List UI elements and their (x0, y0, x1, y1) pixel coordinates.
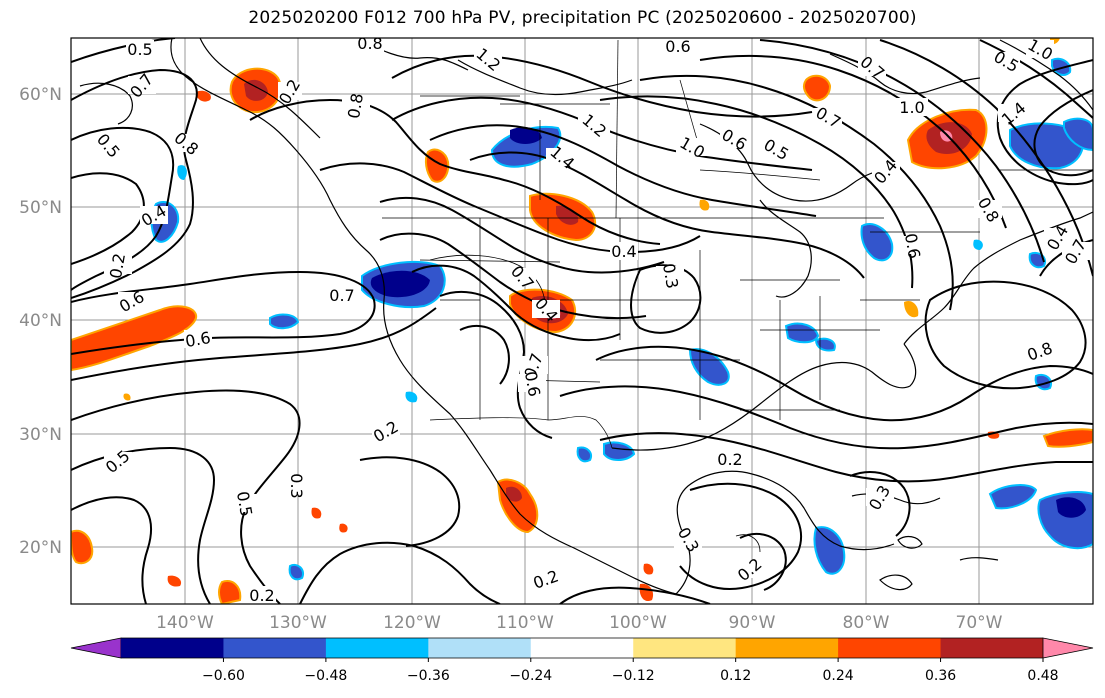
contour-label: 1.0 (899, 98, 924, 117)
colorbar-extend-max (1042, 637, 1094, 659)
lat-label-40: 40°N (19, 311, 62, 331)
lat-label-50: 50°N (19, 198, 62, 218)
lon-label-70: 70°W (956, 613, 1003, 633)
colorbar-tick-label: 0.12 (720, 668, 751, 684)
lat-label-60: 60°N (19, 85, 62, 105)
contour-label: 0.6 (665, 37, 690, 56)
colorbar-segment (633, 638, 737, 658)
lat-label-30: 30°N (19, 425, 62, 445)
map-title: 2025020200 F012 700 hPa PV, precipitatio… (248, 8, 917, 28)
lon-label-120: 120°W (383, 613, 441, 633)
latitude-labels: 60°N 50°N 40°N 30°N 20°N (19, 85, 62, 558)
contour-label: 0.5 (127, 40, 152, 59)
lat-label-20: 20°N (19, 538, 62, 558)
contour-label: 0.2 (249, 586, 274, 605)
colorbar-segment (735, 638, 839, 658)
contour-label: 0.4 (611, 242, 636, 261)
contour-label: 0.7 (329, 286, 354, 305)
colorbar-segment (121, 638, 224, 658)
colorbar-segment (838, 638, 942, 658)
colorbar-segment (428, 638, 532, 658)
colorbar-segment (223, 638, 327, 658)
contour-label: 0.8 (357, 34, 382, 53)
colorbar-extend-min (70, 637, 122, 659)
colorbar: −0.60 −0.48 −0.36 −0.24 −0.12 0.12 0.24 0.36 0.4… (70, 637, 1094, 684)
colorbar-tick-label: −0.60 (202, 668, 245, 684)
lon-label-110: 110°W (496, 613, 554, 633)
contour-label: 0.5 (233, 490, 256, 518)
colorbar-outline (121, 637, 1043, 659)
contour-label: 0.2 (717, 450, 742, 469)
colorbar-tick-label: −0.24 (509, 668, 552, 684)
contour-label: 0.3 (659, 262, 682, 290)
longitude-labels: 140°W 130°W 120°W 110°W 100°W 90°W 80°W … (156, 613, 1003, 633)
lon-label-100: 100°W (609, 613, 667, 633)
colorbar-tick-label: −0.12 (612, 668, 655, 684)
colorbar-tick-label: 0.36 (925, 668, 956, 684)
lon-label-90: 90°W (729, 613, 776, 633)
colorbar-tick-label: −0.48 (304, 668, 347, 684)
contour-label: 0.6 (521, 370, 544, 398)
map-frame (70, 37, 1094, 605)
lon-label-130: 130°W (269, 613, 327, 633)
colorbar-tick-label: 0.48 (1027, 668, 1058, 684)
lon-label-80: 80°W (843, 613, 890, 633)
precip-thin-contours (429, 254, 761, 553)
contour-label: 0.8 (344, 92, 367, 120)
colorbar-tick-label: −0.36 (407, 668, 450, 684)
lon-label-140: 140°W (156, 613, 214, 633)
contour-label: 0.3 (287, 473, 306, 498)
colorbar-segment (325, 638, 429, 658)
contour-label: 0.2 (106, 252, 129, 280)
contour-label: 0.6 (901, 232, 924, 260)
colorbar-segment (940, 638, 1044, 658)
colorbar-tick-label: 0.24 (823, 668, 854, 684)
colorbar-segment (530, 638, 634, 658)
contour-label: 0.6 (184, 328, 212, 351)
